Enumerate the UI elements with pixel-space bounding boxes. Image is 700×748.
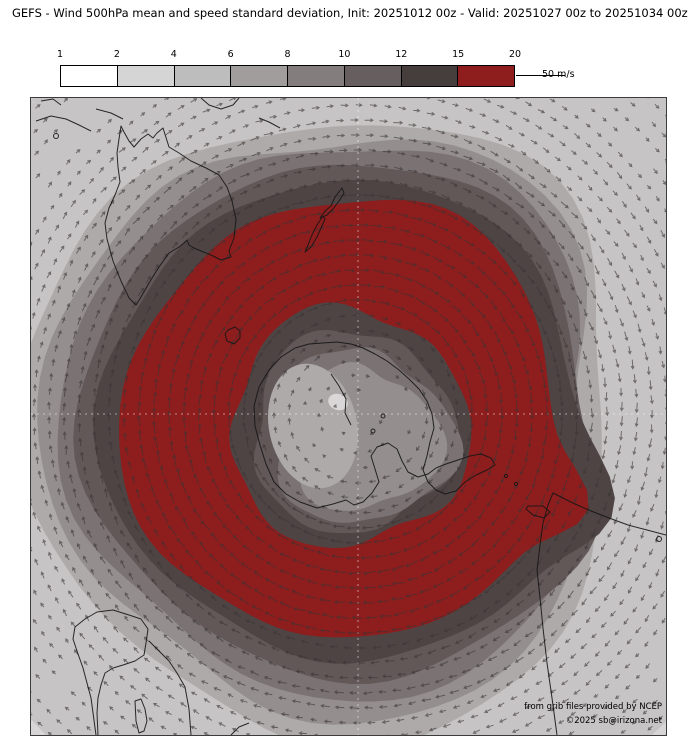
figure-title: GEFS - Wind 500hPa mean and speed standa… bbox=[12, 6, 688, 20]
island-5 bbox=[53, 133, 59, 139]
colorbar-swatches bbox=[60, 65, 515, 87]
colorbar-tick-20: 20 bbox=[508, 49, 522, 60]
colorbar-segment-1 bbox=[117, 66, 175, 86]
coastline-10 bbox=[330, 373, 352, 426]
coastline-4 bbox=[258, 117, 281, 129]
colorbar-tick-4: 4 bbox=[170, 49, 177, 60]
colorbar-segment-7 bbox=[458, 66, 514, 86]
colorbar-tick-10: 10 bbox=[338, 49, 351, 60]
coastline-7 bbox=[40, 98, 62, 106]
coastline-8 bbox=[95, 108, 124, 120]
colorbar-segment-0 bbox=[61, 66, 118, 86]
island-1 bbox=[380, 413, 386, 419]
colorbar-tick-2: 2 bbox=[113, 49, 120, 60]
credit-copyright: ©2025 sb@irizona.net bbox=[565, 716, 662, 726]
stddev-bands bbox=[31, 98, 666, 735]
coastline-1 bbox=[224, 326, 241, 345]
colorbar-segment-5 bbox=[344, 66, 402, 86]
coastline-16 bbox=[230, 722, 250, 735]
colorbar-tick-12: 12 bbox=[395, 49, 408, 60]
coastline-0 bbox=[104, 125, 237, 306]
wind-arrows bbox=[31, 98, 666, 735]
island-4 bbox=[656, 536, 662, 542]
coastline-6 bbox=[35, 115, 92, 132]
coastline-5 bbox=[200, 98, 240, 110]
coastlines bbox=[35, 98, 666, 735]
low-stddev-patch-1 bbox=[328, 393, 348, 411]
coastline-13 bbox=[72, 609, 149, 735]
island-2 bbox=[503, 473, 509, 479]
colorbar-segment-3 bbox=[231, 66, 288, 86]
colorbar-tick-6: 6 bbox=[227, 49, 234, 60]
coastline-11 bbox=[536, 492, 666, 735]
colorbar-segment-6 bbox=[401, 66, 459, 86]
reference-vector-line bbox=[516, 75, 565, 76]
coastline-15 bbox=[134, 698, 148, 734]
credit-ncep: from grib files provided by NCEP bbox=[524, 702, 662, 712]
colorbar-tick-1: 1 bbox=[56, 49, 64, 60]
coastline-3 bbox=[304, 215, 326, 253]
coastline-12 bbox=[525, 505, 551, 519]
colorbar-tick-8: 8 bbox=[284, 49, 291, 60]
colorbar-segment-4 bbox=[288, 66, 345, 86]
coastline-9 bbox=[253, 341, 496, 509]
polar-stereographic-map bbox=[31, 98, 666, 735]
map-panel: from grib files provided by NCEP ©2025 s… bbox=[30, 97, 667, 736]
island-3 bbox=[513, 481, 519, 487]
graticule bbox=[31, 98, 666, 735]
coastline-14 bbox=[148, 640, 192, 735]
colorbar-segment-2 bbox=[174, 66, 232, 86]
island-0 bbox=[370, 428, 376, 434]
colorbar-tick-15: 15 bbox=[452, 49, 465, 60]
reference-vector-label: 50 m/s bbox=[542, 69, 575, 80]
